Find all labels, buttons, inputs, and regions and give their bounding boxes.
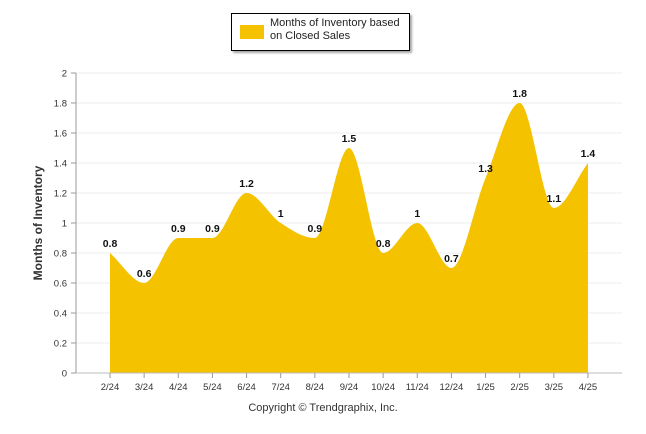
- x-tick-label: 4/25: [579, 382, 598, 393]
- x-tick-label: 2/25: [510, 382, 529, 393]
- data-label: 0.8: [376, 238, 391, 250]
- y-tick-label: 0.2: [54, 339, 67, 350]
- y-axis-label: Months of Inventory: [31, 165, 45, 281]
- x-tick-label: 3/24: [135, 382, 154, 393]
- x-tick-label: 12/24: [440, 382, 464, 393]
- x-tick-label: 11/24: [406, 382, 429, 393]
- y-tick-label: 1.6: [54, 129, 67, 140]
- data-label: 1.8: [512, 88, 527, 100]
- x-tick-label: 4/24: [169, 382, 188, 393]
- y-tick-label: 1: [62, 219, 67, 230]
- x-tick-label: 3/25: [545, 382, 564, 393]
- data-label: 1.2: [239, 178, 254, 190]
- x-tick-label: 1/25: [476, 382, 495, 393]
- data-label: 0.6: [137, 268, 152, 280]
- y-tick-label: 0.8: [54, 249, 67, 260]
- y-tick-label: 1.2: [54, 189, 67, 200]
- x-tick-label: 6/24: [237, 382, 256, 393]
- data-label: 0.8: [103, 238, 118, 250]
- data-label: 1: [414, 208, 420, 220]
- x-tick-label: 10/24: [371, 382, 395, 393]
- y-tick-label: 1.4: [54, 159, 67, 170]
- x-tick-label: 5/24: [203, 382, 222, 393]
- legend-swatch: [240, 25, 264, 39]
- y-tick-label: 0: [62, 369, 67, 380]
- x-tick-label: 7/24: [271, 382, 290, 393]
- data-label: 0.7: [444, 253, 459, 265]
- data-label: 0.9: [205, 223, 220, 235]
- legend-label: Months of Inventory based on Closed Sale…: [270, 17, 400, 42]
- data-label: 0.9: [308, 223, 323, 235]
- data-label: 1.3: [478, 163, 493, 175]
- x-tick-label: 2/24: [101, 382, 120, 393]
- data-label: 1.4: [581, 148, 596, 160]
- y-tick-label: 0.4: [54, 309, 67, 320]
- y-tick-label: 0.6: [54, 279, 67, 290]
- x-tick-label: 9/24: [340, 382, 359, 393]
- data-label: 1.1: [547, 193, 562, 205]
- x-tick-label: 8/24: [306, 382, 325, 393]
- copyright-footer: Copyright © Trendgraphix, Inc.: [248, 402, 398, 414]
- data-label: 0.9: [171, 223, 186, 235]
- data-label: 1: [278, 208, 284, 220]
- legend: Months of Inventory based on Closed Sale…: [231, 13, 410, 51]
- y-tick-label: 1.8: [54, 99, 67, 110]
- area-series: [110, 103, 588, 373]
- y-tick-label: 2: [62, 69, 67, 80]
- data-label: 1.5: [342, 133, 357, 145]
